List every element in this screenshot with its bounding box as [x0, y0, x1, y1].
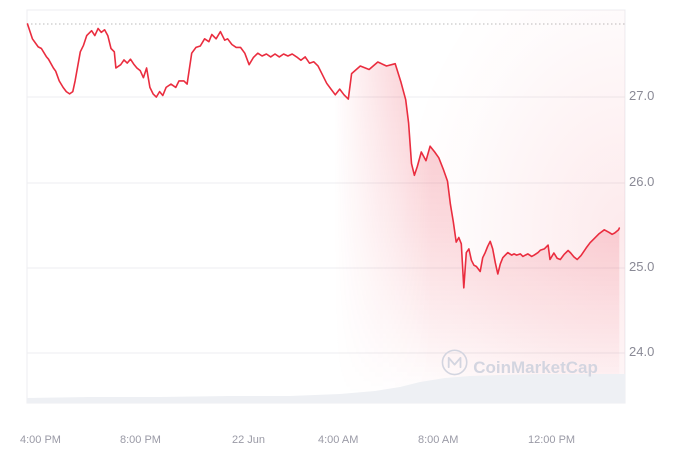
svg-text:CoinMarketCap: CoinMarketCap: [473, 358, 598, 377]
